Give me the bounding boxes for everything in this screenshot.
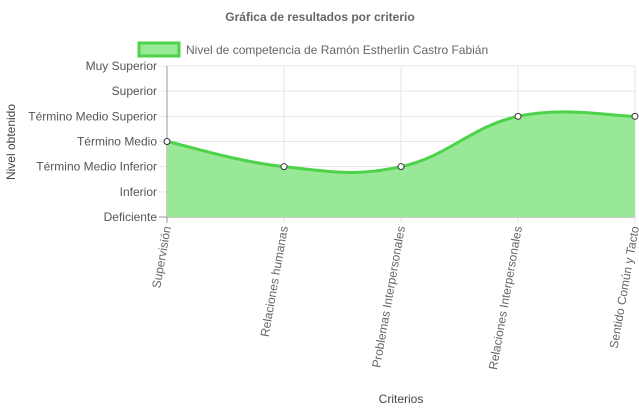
data-point-0[interactable]	[163, 138, 171, 145]
y-axis-label: Nivel obtenido	[4, 104, 18, 180]
y-tick-label: Término Medio	[77, 135, 157, 149]
data-point-2[interactable]	[397, 163, 405, 171]
y-tick-label: Término Medio Superior	[28, 109, 157, 123]
series-area	[167, 111, 635, 217]
data-point-4[interactable]	[631, 112, 639, 120]
y-tick-label: Muy Superior	[86, 59, 157, 73]
data-points	[163, 112, 639, 171]
y-axis-ticks: Deficiente Inferior Término Medio Inferior…	[28, 59, 157, 224]
y-tick-label: Superior	[112, 84, 157, 98]
x-tick-label: Supervisión	[149, 225, 174, 289]
data-point-1[interactable]	[280, 163, 288, 171]
x-tick-label: Relaciones Interpersonales	[486, 225, 525, 371]
legend[interactable]: Nivel de competencia de Ramón Estherlin …	[137, 41, 488, 58]
x-axis-ticks: Supervisión Relaciones humanas Problemas I…	[149, 225, 639, 371]
x-tick-label: Problemas Interpersonales	[369, 225, 408, 369]
x-axis-label: Criterios	[379, 392, 424, 406]
y-tick-label: Inferior	[120, 185, 157, 199]
legend-label: Nivel de competencia de Ramón Estherlin …	[186, 43, 488, 57]
x-tick-label: Relaciones humanas	[258, 225, 291, 338]
y-tick-label: Término Medio Inferior	[36, 160, 157, 174]
chart-title: Gráfica de resultados por criterio	[225, 10, 414, 24]
y-tick-label: Deficiente	[104, 210, 158, 224]
data-point-3[interactable]	[514, 112, 522, 120]
x-tick-label: Sentido Común y Tacto	[607, 225, 639, 350]
legend-swatch	[137, 41, 181, 58]
